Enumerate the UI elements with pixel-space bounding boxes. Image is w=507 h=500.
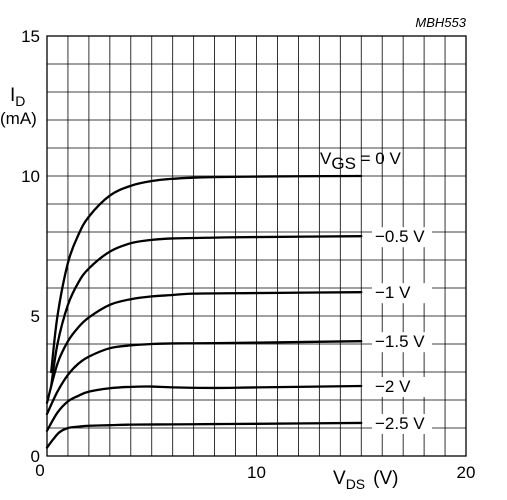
- series-label: VGS = 0 V: [320, 149, 401, 173]
- series-line: [50, 235, 363, 388]
- series-line: [50, 174, 363, 374]
- y-axis-label: ID: [10, 85, 25, 109]
- series-labels: VGS = 0 V −0.5 V −1 V −1.5 V −2 V −2.5 V: [320, 149, 432, 434]
- series-line: [45, 421, 363, 449]
- series-label: −1 V: [375, 283, 411, 302]
- series-label-background: [372, 413, 432, 434]
- series-label: −1.5 V: [375, 332, 425, 351]
- x-tick-label: 10: [247, 463, 266, 482]
- series-label-background: [372, 377, 432, 397]
- x-axis-label: VDS (V): [333, 468, 398, 492]
- tick-labels: 0 5 10 15 10 20 0: [21, 27, 475, 482]
- y-tick-label: 5: [31, 307, 40, 326]
- series-line: [45, 291, 363, 404]
- series-label-background: [372, 332, 432, 353]
- series-label-background: [372, 227, 432, 248]
- series-label: −0.5 V: [375, 227, 425, 246]
- x-tick-label: 20: [457, 463, 476, 482]
- series-label: −2.5 V: [375, 414, 425, 433]
- y-tick-label: 15: [21, 27, 40, 46]
- series-label-background: [372, 283, 432, 304]
- curves: [45, 174, 363, 449]
- y-axis-unit: (mA): [0, 109, 37, 128]
- plot-frame: [46, 35, 467, 457]
- figure-code: MBH553: [415, 15, 466, 30]
- y-tick-label: 10: [21, 167, 40, 186]
- series-line: [45, 340, 363, 416]
- series-label: −2 V: [375, 377, 411, 396]
- series-line: [45, 384, 363, 432]
- origin-tick-label: 0: [35, 461, 44, 480]
- y-tick-label: 0: [31, 447, 40, 466]
